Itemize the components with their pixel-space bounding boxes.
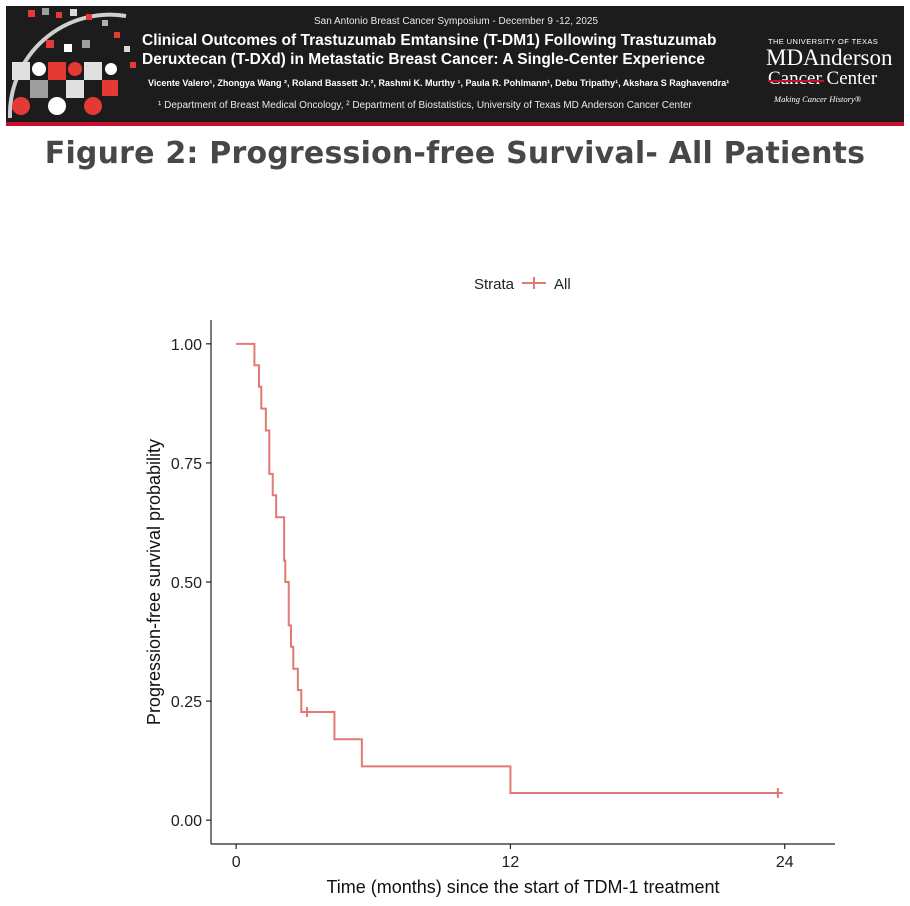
- x-tick-label: 24: [776, 854, 794, 871]
- censor-mark: [772, 788, 783, 799]
- logo-tagline: Making Cancer History®: [774, 94, 862, 104]
- poster-title-line1: Clinical Outcomes of Trastuzumab Emtansi…: [142, 32, 717, 49]
- y-tick-label: 1.00: [171, 337, 202, 354]
- logo-strike-mark: [768, 80, 824, 82]
- legend-key: [522, 277, 546, 289]
- affiliations: ¹ Department of Breast Medical Oncology,…: [158, 100, 692, 111]
- x-tick-label: 0: [232, 854, 241, 871]
- author-list: Vicente Valero¹, Zhongya Wang ², Roland …: [148, 78, 730, 88]
- banner-accent-line: [6, 122, 904, 126]
- plot-layer: [236, 342, 783, 799]
- conference-line: San Antonio Breast Cancer Symposium - De…: [313, 16, 599, 27]
- y-tick-label: 0.25: [171, 694, 202, 711]
- x-ticks: 0 12 24: [232, 844, 794, 871]
- x-axis-title: Time (months) since the start of TDM-1 t…: [326, 877, 719, 897]
- x-tick-label: 12: [502, 854, 520, 871]
- legend-title: Strata: [474, 276, 515, 293]
- y-ticks: 0.00 0.25 0.50 0.75 1.00: [171, 337, 211, 830]
- censor-mark: [302, 707, 312, 718]
- y-tick-label: 0.00: [171, 813, 202, 830]
- legend-entry-all: All: [554, 276, 571, 293]
- y-tick-label: 0.50: [171, 575, 202, 592]
- poster-title-line2: Deruxtecan (T-DXd) in Metastatic Breast …: [142, 51, 706, 68]
- logo-mosaic-graphic: [7, 8, 136, 119]
- y-axis-title: Progression-free survival probability: [144, 439, 164, 725]
- mdanderson-logo: THE UNIVERSITY OF TEXAS MDAnderson Cance…: [766, 36, 902, 116]
- logo-name-line2: Cancer Center: [768, 68, 878, 89]
- survival-curve-all: [236, 342, 778, 795]
- y-tick-label: 0.75: [171, 456, 202, 473]
- logo-name-line1: MDAnderson: [766, 45, 893, 70]
- poster-banner: San Antonio Breast Cancer Symposium - De…: [6, 6, 904, 122]
- logo-university: THE UNIVERSITY OF TEXAS: [768, 37, 879, 46]
- figure-title: Figure 2: Progression-free Survival- All…: [44, 136, 866, 171]
